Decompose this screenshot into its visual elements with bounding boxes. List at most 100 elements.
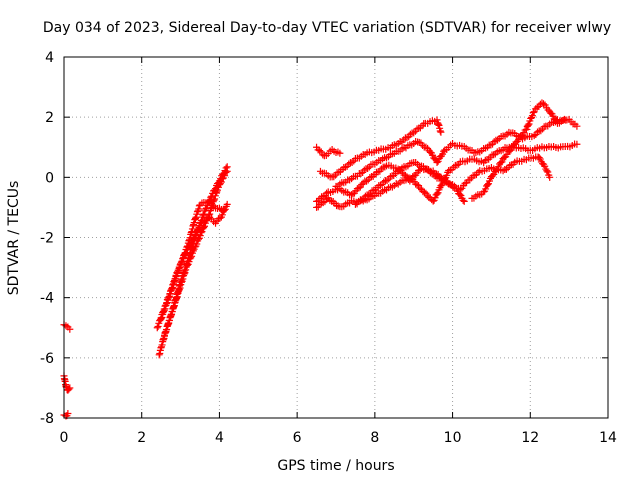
- data-point: [209, 201, 217, 209]
- data-point: [223, 167, 231, 175]
- data-point: [180, 270, 188, 278]
- data-point: [181, 269, 189, 277]
- y-tick-label: -8: [40, 411, 54, 427]
- grid-lines: [64, 57, 608, 418]
- x-tick-label: 2: [137, 430, 146, 446]
- data-point: [211, 195, 219, 203]
- data-point: [525, 120, 533, 128]
- data-point: [217, 178, 225, 186]
- data-point: [165, 293, 173, 301]
- data-point: [490, 170, 498, 178]
- data-point: [537, 127, 545, 135]
- data-point: [361, 192, 369, 200]
- data-point: [154, 322, 162, 330]
- data-point: [66, 325, 74, 333]
- data-point: [223, 200, 231, 208]
- data-point: [436, 127, 444, 135]
- y-tick-label: -2: [40, 231, 54, 247]
- x-tick-label: 8: [370, 430, 379, 446]
- data-point: [530, 132, 538, 140]
- data-point: [494, 136, 502, 144]
- data-point: [544, 168, 552, 176]
- data-point: [573, 140, 581, 148]
- data-point: [201, 222, 209, 230]
- data-point: [489, 172, 497, 180]
- data-point: [502, 165, 510, 173]
- data-point: [213, 188, 221, 196]
- data-point: [561, 116, 569, 124]
- data-point: [159, 336, 167, 344]
- data-point: [363, 177, 371, 185]
- data-point: [460, 197, 468, 205]
- data-point: [406, 130, 414, 138]
- data-point: [204, 214, 212, 222]
- data-point: [177, 278, 185, 286]
- data-point: [410, 129, 418, 137]
- y-tick-label: -4: [40, 291, 54, 307]
- data-point: [198, 228, 206, 236]
- data-point: [178, 258, 186, 266]
- y-axis-ticks: -8 -6 -4 -2 0 2 4: [40, 50, 608, 427]
- x-tick-label: 14: [599, 430, 617, 446]
- data-point: [189, 247, 197, 255]
- data-point: [157, 315, 165, 323]
- data-point: [529, 109, 537, 117]
- y-tick-label: 2: [45, 110, 54, 126]
- data-point: [461, 179, 469, 187]
- data-point: [573, 122, 581, 130]
- data-point: [459, 196, 467, 204]
- chart-title: Day 034 of 2023, Sidereal Day-to-day VTE…: [43, 20, 611, 36]
- data-point: [210, 196, 218, 204]
- data-point: [543, 167, 551, 175]
- data-point: [166, 290, 174, 298]
- data-points: [60, 99, 581, 420]
- data-point: [316, 147, 324, 155]
- data-point: [348, 158, 356, 166]
- data-point: [551, 116, 559, 124]
- data-point: [490, 151, 498, 159]
- data-point: [433, 159, 441, 167]
- data-point: [357, 169, 365, 177]
- data-point: [524, 121, 532, 129]
- data-point: [164, 320, 172, 328]
- data-point: [221, 172, 229, 180]
- data-point: [65, 385, 73, 393]
- data-point: [206, 210, 214, 218]
- data-point: [170, 303, 178, 311]
- data-point: [188, 252, 196, 260]
- data-point: [413, 125, 421, 133]
- data-point: [174, 266, 182, 274]
- data-point: [174, 268, 182, 276]
- data-point: [535, 154, 543, 162]
- data-point: [437, 128, 445, 136]
- data-point: [456, 186, 464, 194]
- data-point: [160, 334, 168, 342]
- data-point: [161, 328, 169, 336]
- x-axis-label: GPS time / hours: [277, 458, 394, 474]
- data-point: [205, 211, 213, 219]
- y-tick-label: -6: [40, 351, 54, 367]
- data-point: [64, 409, 72, 417]
- data-point: [319, 199, 327, 207]
- data-point: [170, 302, 178, 310]
- data-point: [433, 116, 441, 124]
- data-point: [197, 229, 205, 237]
- data-point: [330, 173, 338, 181]
- data-point: [415, 138, 423, 146]
- data-point: [190, 219, 198, 227]
- data-point: [528, 112, 536, 120]
- data-point: [168, 285, 176, 293]
- data-point: [341, 163, 349, 171]
- data-point: [171, 275, 179, 283]
- data-point: [366, 174, 374, 182]
- data-point: [539, 100, 547, 108]
- data-point: [191, 215, 199, 223]
- data-point: [158, 313, 166, 321]
- data-point: [195, 205, 203, 213]
- data-point: [213, 186, 221, 194]
- data-point: [193, 240, 201, 248]
- data-point: [422, 143, 430, 151]
- data-point: [218, 211, 226, 219]
